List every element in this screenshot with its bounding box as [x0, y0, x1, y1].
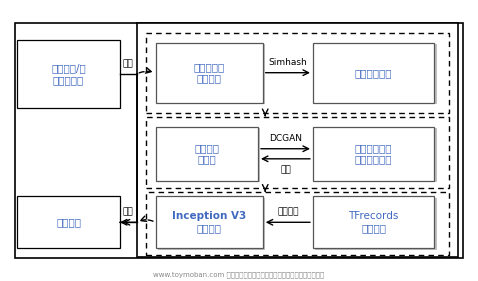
Bar [315, 198, 437, 250]
Bar [156, 126, 258, 181]
Text: Inception V3
检测模型: Inception V3 检测模型 [172, 212, 246, 233]
Bar [313, 43, 435, 103]
Text: 输入: 输入 [123, 60, 133, 69]
Bar [158, 128, 261, 182]
Text: TFrecords
样本文件: TFrecords 样本文件 [348, 212, 399, 233]
Bar [158, 198, 265, 250]
Bar [146, 117, 449, 188]
Text: 输出: 输出 [123, 208, 133, 217]
Text: 解析清洗后
邮件样本: 解析清洗后 邮件样本 [194, 62, 225, 83]
Text: 检测结果: 检测结果 [56, 217, 81, 227]
Bar [146, 33, 449, 112]
Text: 邮件样本图像: 邮件样本图像 [355, 68, 392, 78]
Bar [315, 128, 437, 182]
Text: 样本图像
特征图: 样本图像 特征图 [195, 143, 219, 165]
Bar [156, 43, 263, 103]
Text: www.toymoban.com 网络图片仅供展示，非存储，如有侵权请联系删除。: www.toymoban.com 网络图片仅供展示，非存储，如有侵权请联系删除。 [153, 271, 325, 278]
Bar [15, 23, 463, 258]
Bar [313, 126, 435, 181]
Text: DCGAN: DCGAN [269, 133, 302, 142]
Bar [17, 40, 120, 108]
Bar [137, 23, 458, 257]
Text: 混合: 混合 [280, 165, 291, 174]
Bar [17, 196, 120, 248]
Bar [315, 44, 437, 104]
Bar [146, 192, 449, 255]
Bar [158, 44, 265, 104]
Text: 训练优化: 训练优化 [277, 207, 299, 216]
Text: 生成网络钓鱼
邮件样本图像: 生成网络钓鱼 邮件样本图像 [355, 143, 392, 165]
Text: Simhash: Simhash [269, 58, 307, 67]
Bar [156, 196, 263, 248]
Bar [313, 196, 435, 248]
Text: 普通邮件/网
络钓鱼邮件: 普通邮件/网 络钓鱼邮件 [51, 63, 86, 85]
